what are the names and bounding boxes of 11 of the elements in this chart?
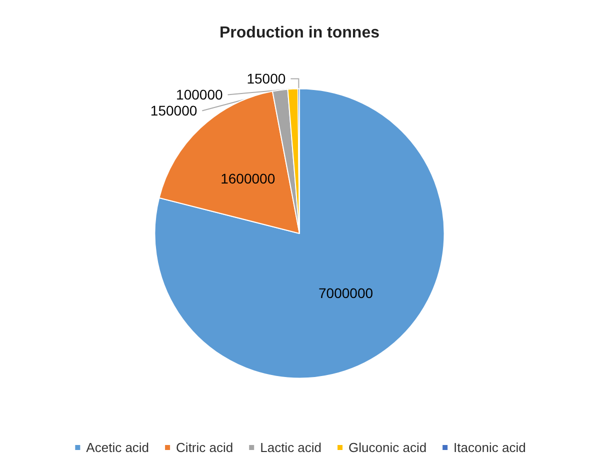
data-label: 1600000	[220, 170, 276, 187]
data-label: 7000000	[318, 285, 374, 302]
legend-label: Gluconic acid	[348, 440, 427, 455]
legend-label: Itaconic acid	[454, 440, 526, 455]
legend-label: Acetic acid	[86, 440, 150, 455]
chart-title: Production in tonnes	[220, 24, 380, 42]
legend-label: Citric acid	[176, 440, 234, 455]
data-label: 15000	[246, 70, 286, 87]
legend-label: Lactic acid	[260, 440, 322, 455]
data-label: 100000	[176, 86, 223, 103]
data-label: 150000	[150, 102, 198, 119]
